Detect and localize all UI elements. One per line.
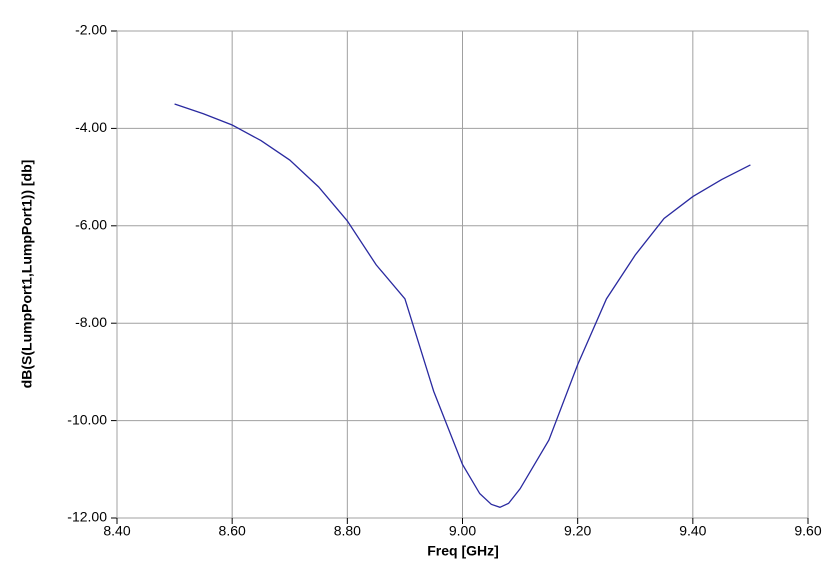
x-tick-label: 9.40: [679, 523, 706, 539]
x-tick-label: 9.20: [564, 523, 591, 539]
x-axis-label: Freq [GHz]: [427, 543, 499, 559]
x-tick-label: 9.60: [794, 523, 821, 539]
y-tick-label: -2.00: [75, 22, 107, 38]
series-line: [174, 103, 751, 508]
x-tick-label: 9.00: [449, 523, 476, 539]
y-tick-label: -10.00: [67, 411, 107, 427]
x-tick-label: 8.60: [219, 523, 246, 539]
y-tick-label: -6.00: [75, 217, 107, 233]
x-tick-label: 8.40: [103, 523, 130, 539]
x-tick-label: 8.80: [334, 523, 361, 539]
y-tick-label: -12.00: [67, 509, 107, 525]
y-tick-label: -4.00: [75, 119, 107, 135]
y-axis-label: dB(S(LumpPort1,LumpPort1)) [db]: [19, 160, 35, 389]
y-tick-label: -8.00: [75, 314, 107, 330]
